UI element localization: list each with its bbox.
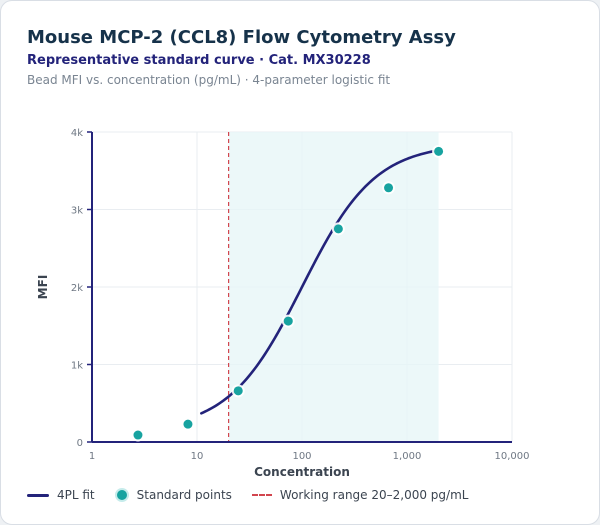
standard-point bbox=[133, 430, 143, 440]
chart-plot: 1 10 100 1,000 10,000 0 1k 2k 3k 4k Concentratio… bbox=[36, 128, 530, 479]
y-tick-labels: 0 1k 2k 3k 4k bbox=[71, 128, 83, 449]
standard-point bbox=[333, 224, 343, 234]
x-axis-label: Concentration bbox=[254, 465, 350, 479]
y-tick-label: 3k bbox=[71, 206, 83, 217]
legend: 4PL fit Standard points Working range 20… bbox=[27, 488, 488, 502]
standard-point bbox=[233, 386, 243, 396]
range-line-swatch bbox=[251, 494, 272, 496]
chart-caption: Bead MFI vs. concentration (pg/mL) · 4-p… bbox=[27, 73, 391, 87]
x-tick-label: 100 bbox=[292, 451, 311, 462]
x-tick-label: 1 bbox=[89, 451, 95, 462]
y-tick-label: 4k bbox=[71, 128, 83, 139]
legend-points-label: Standard points bbox=[136, 488, 232, 502]
y-axis-label: MFI bbox=[36, 275, 50, 300]
chart-title: Mouse MCP-2 (CCL8) Flow Cytometry Assy bbox=[27, 27, 456, 48]
y-tick-label: 2k bbox=[71, 283, 83, 294]
x-tick-label: 10 bbox=[191, 451, 204, 462]
axes bbox=[87, 131, 512, 443]
x-tick-label: 10,000 bbox=[495, 451, 530, 462]
chart-subtitle: Representative standard curve · Cat. MX3… bbox=[27, 53, 371, 68]
legend-fit-label: 4PL fit bbox=[57, 488, 95, 502]
working-range-band bbox=[228, 132, 439, 442]
standard-point bbox=[183, 419, 193, 429]
standard-points bbox=[131, 144, 446, 442]
standard-point bbox=[384, 183, 394, 193]
y-tick-label: 1k bbox=[71, 361, 83, 372]
standard-point bbox=[283, 316, 293, 326]
point-swatch bbox=[114, 488, 129, 502]
x-tick-label: 1,000 bbox=[393, 451, 422, 462]
legend-item-range: Working range 20–2,000 pg/mL bbox=[251, 488, 469, 502]
standard-point bbox=[434, 146, 444, 156]
legend-item-fit: 4PL fit bbox=[27, 488, 95, 502]
fit-line-swatch bbox=[27, 493, 49, 497]
x-tick-labels: 1 10 100 1,000 10,000 bbox=[89, 451, 530, 462]
y-tick-label: 0 bbox=[77, 438, 83, 449]
legend-item-points: Standard points bbox=[114, 488, 232, 502]
legend-range-label: Working range 20–2,000 pg/mL bbox=[279, 488, 469, 502]
